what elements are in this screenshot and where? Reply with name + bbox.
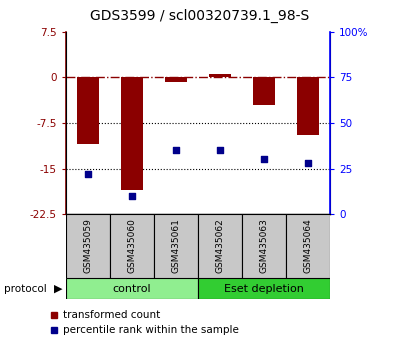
Point — [85, 171, 91, 177]
Text: GSM435060: GSM435060 — [128, 218, 136, 274]
Text: protocol: protocol — [4, 284, 47, 293]
Text: Eset depletion: Eset depletion — [224, 284, 304, 293]
Text: ▶: ▶ — [54, 284, 62, 293]
Bar — [198, 278, 330, 299]
Bar — [297, 78, 319, 135]
Text: GSM435059: GSM435059 — [84, 218, 92, 274]
Point — [261, 156, 267, 162]
Text: GSM435061: GSM435061 — [172, 218, 180, 274]
Bar — [154, 214, 198, 278]
Bar — [66, 214, 110, 278]
Bar — [66, 278, 198, 299]
Text: GDS3599 / scl00320739.1_98-S: GDS3599 / scl00320739.1_98-S — [90, 9, 310, 23]
Text: GSM435062: GSM435062 — [216, 219, 224, 273]
Bar — [286, 214, 330, 278]
Legend: transformed count, percentile rank within the sample: transformed count, percentile rank withi… — [45, 306, 243, 339]
Text: GSM435063: GSM435063 — [260, 218, 268, 274]
Bar — [77, 78, 99, 144]
Text: control: control — [113, 284, 151, 293]
Point — [217, 148, 223, 153]
Bar — [110, 214, 154, 278]
Point — [173, 148, 179, 153]
Bar — [165, 78, 187, 82]
Bar — [242, 214, 286, 278]
Bar — [209, 74, 231, 78]
Bar — [198, 214, 242, 278]
Bar — [121, 78, 143, 190]
Bar — [253, 78, 275, 105]
Point — [305, 160, 311, 166]
Text: GSM435064: GSM435064 — [304, 219, 312, 273]
Point — [129, 193, 135, 199]
